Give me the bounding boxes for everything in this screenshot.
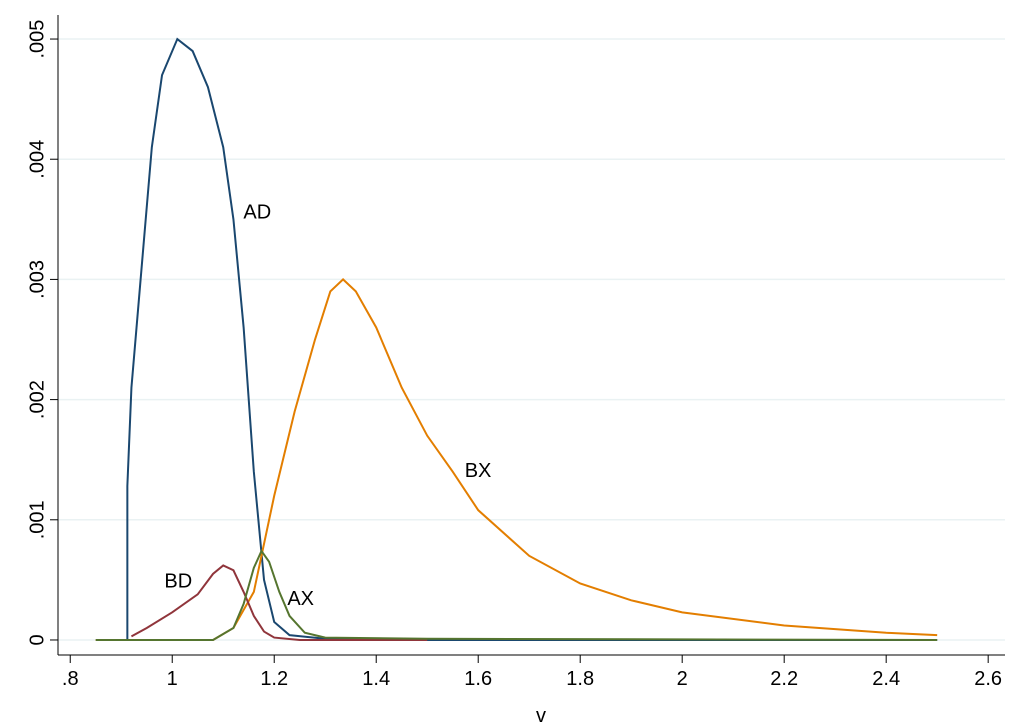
x-tick-label: 2.2 <box>770 668 798 690</box>
series-line <box>95 549 938 641</box>
series-label: AX <box>287 588 314 610</box>
y-tick-label: .001 <box>26 500 48 539</box>
x-tick-label: 1.8 <box>566 668 594 690</box>
series-line <box>126 37 938 641</box>
x-tick-label: 1.2 <box>260 668 288 690</box>
x-tick-label: 1.6 <box>464 668 492 690</box>
series-label: AD <box>243 202 271 224</box>
y-tick-label: .002 <box>26 380 48 419</box>
x-tick-label: 2.4 <box>872 668 900 690</box>
y-tick-label: .005 <box>26 20 48 59</box>
x-tick-label: 2 <box>677 668 688 690</box>
series-label: BD <box>164 571 192 593</box>
series-label: BX <box>465 460 492 482</box>
y-tick-label: 0 <box>26 634 48 645</box>
y-tick-label: .003 <box>26 260 48 299</box>
series-line <box>130 564 428 641</box>
series-line <box>95 278 938 641</box>
x-tick-label: 2.6 <box>974 668 1002 690</box>
x-tick-label: 1 <box>167 668 178 690</box>
x-tick-label: .8 <box>62 668 79 690</box>
x-tick-label: 1.4 <box>362 668 390 690</box>
x-axis-label: v <box>536 705 546 727</box>
y-tick-label: .004 <box>26 140 48 179</box>
